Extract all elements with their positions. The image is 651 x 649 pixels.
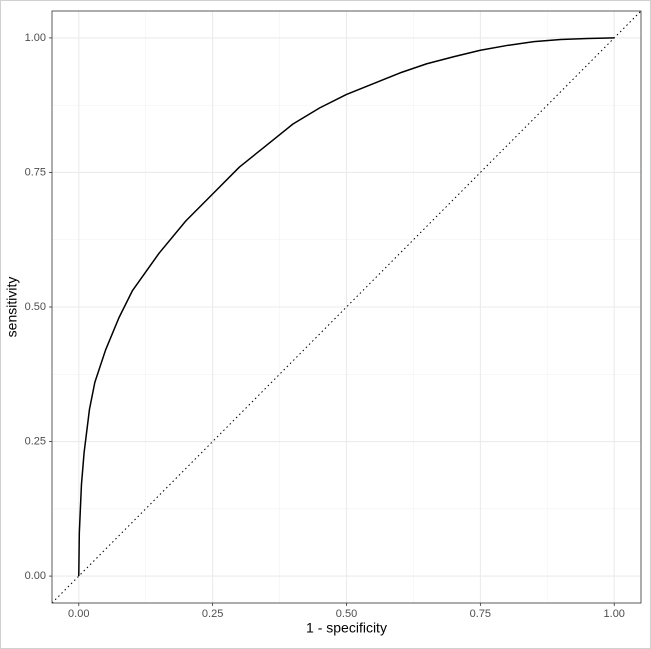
y-tick-label: 0.75	[25, 166, 46, 178]
axes: 0.00 0.25 0.50 0.75 1.00 0.00 0.25 0.50 0.75 1.00	[25, 32, 625, 620]
x-axis-title: 1 - specificity	[306, 620, 387, 636]
x-tick-label: 0.25	[202, 608, 223, 620]
x-tick-label: 0.75	[470, 608, 491, 620]
y-tick-label: 0.00	[25, 570, 46, 582]
y-tick-label: 0.25	[25, 435, 46, 447]
grid	[52, 11, 641, 603]
x-tick-label: 0.50	[336, 608, 357, 620]
y-tick-label: 1.00	[25, 32, 46, 44]
x-tick-label: 1.00	[604, 608, 625, 620]
y-tick-label: 0.50	[25, 301, 46, 313]
x-tick-label: 0.00	[68, 608, 89, 620]
y-axis-title: sensitivity	[4, 277, 20, 338]
roc-curve	[78, 37, 615, 577]
plot-area	[52, 11, 641, 603]
